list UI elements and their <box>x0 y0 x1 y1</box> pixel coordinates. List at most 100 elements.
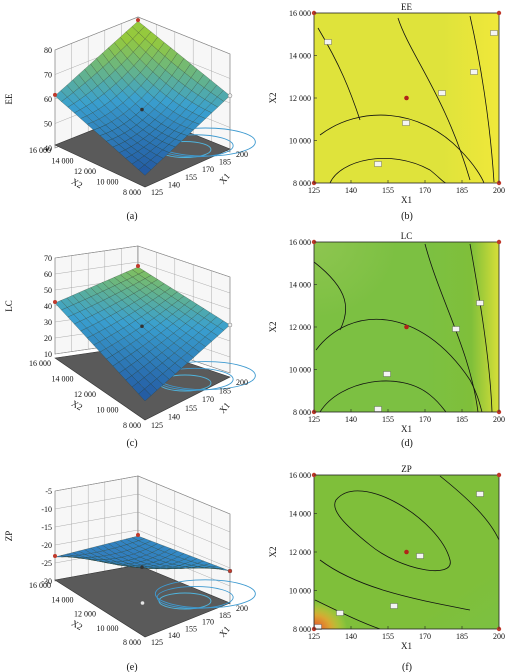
contour-line-b-2 <box>469 15 495 183</box>
contour-line-d-0 <box>314 261 346 331</box>
x-tick-label-c-0: 125 <box>151 421 163 430</box>
y-tick-label-b-0: 8 000 <box>293 179 311 188</box>
corner-marker-a-3 <box>227 93 233 98</box>
contour-label-d-0 <box>452 326 460 332</box>
floor-contour-e-3 <box>154 579 256 609</box>
z-grid-c-1 <box>54 261 231 294</box>
corner-marker-e-1 <box>53 554 57 558</box>
floor-e <box>54 564 231 638</box>
surface-panel-c: 70 60 50 40 30 20 10 125 140 155 170 185 200 8 000 10 … <box>4 245 256 430</box>
z-axis-label-a: EE <box>4 93 14 104</box>
x-tick-label-f-3: 170 <box>419 632 431 641</box>
panel-label-a: (a) <box>126 211 137 222</box>
x-tick-label-e-4: 185 <box>219 611 231 620</box>
contour-label-b-2 <box>438 90 446 96</box>
contour-label-f-1 <box>416 553 424 559</box>
panel-label-b: (b) <box>401 211 413 222</box>
corner-marker-c-2 <box>136 264 140 268</box>
y-tick-label-b-3: 14 000 <box>289 52 311 61</box>
y-axis-label-e: X2 <box>70 618 85 632</box>
contour-line-d-3 <box>315 319 483 412</box>
contour-label-b-4 <box>402 120 410 126</box>
z-tick-label-a-4: 40 <box>44 144 52 153</box>
x-tick-label-a-3: 170 <box>202 165 214 174</box>
x-axis-label-b: X1 <box>401 195 412 205</box>
y-tick-label-e-1: 10 000 <box>97 624 119 633</box>
y-tick-label-e-2: 12 000 <box>74 610 96 619</box>
y-tick-label-c-1: 10 000 <box>97 406 119 415</box>
x-tick-label-d-5: 200 <box>493 415 505 424</box>
contour-line-d-4 <box>319 380 447 412</box>
contour-line-b-1 <box>397 17 471 181</box>
x-tick-label-f-0: 125 <box>308 632 320 641</box>
y-tick-label-c-2: 12 000 <box>74 390 96 399</box>
contour-line-f-2 <box>314 599 381 629</box>
contour-panel-b: 125 140 155 170 185 200 8 000 10 000 12 000 14 00… <box>268 2 505 205</box>
x-tick-label-b-5: 200 <box>493 186 505 195</box>
z-tick-label-c-6: 10 <box>44 350 52 359</box>
z-tick-label-a-0: 80 <box>44 46 52 55</box>
x-tick-label-e-5: 200 <box>236 604 248 613</box>
y-tick-label-a-2: 12 000 <box>74 167 96 176</box>
x-tick-label-d-4: 185 <box>456 415 468 424</box>
x-axis-label-d: X1 <box>401 424 412 434</box>
center-point-d <box>404 324 409 330</box>
x-axis-label-c: X1 <box>217 400 232 415</box>
corner-marker-e-3 <box>227 568 233 574</box>
contour-line-f-1 <box>319 559 471 611</box>
y-axis-label-d: X2 <box>268 322 278 333</box>
contour-label-b-5 <box>490 30 498 36</box>
z-grid-e-1 <box>54 493 231 533</box>
panel-label-d: (d) <box>401 438 413 449</box>
x-axis-label-f: X1 <box>401 641 412 651</box>
y-tick-label-f-1: 10 000 <box>289 587 311 596</box>
y-tick-label-d-1: 10 000 <box>289 366 311 375</box>
x-tick-label-a-4: 185 <box>219 158 231 167</box>
contour-line-f-3 <box>439 475 499 541</box>
contour-label-f-3 <box>336 610 344 616</box>
y-tick-label-d-3: 14 000 <box>289 281 311 290</box>
corner-marker-b-tr <box>496 10 502 16</box>
z-tick-label-c-4: 30 <box>44 318 52 327</box>
x-tick-label-b-2: 155 <box>382 186 394 195</box>
z-grid-e-3 <box>54 529 231 569</box>
y-tick-label-f-2: 12 000 <box>289 548 311 557</box>
y-tick-label-a-1: 10 000 <box>97 178 119 187</box>
z-grid-e-0 <box>54 475 231 515</box>
z-tick-label-e-5: -30 <box>41 577 52 586</box>
y-axis-label-f: X2 <box>268 547 278 558</box>
corner-marker-c-3 <box>227 322 233 328</box>
contour-label-f-2 <box>390 603 398 609</box>
y-axis-label-a: X2 <box>70 176 85 190</box>
y-tick-label-b-2: 12 000 <box>289 94 311 103</box>
chart-title-b: EE <box>401 2 412 12</box>
surface-panel-e: -5 -10 -15 -20 -25 -30 125 140 155 170 185 200 8 000… <box>4 475 256 647</box>
contour-line-b-3 <box>319 114 485 183</box>
x-axis-label-a: X1 <box>217 171 232 186</box>
contour-line-d-2 <box>469 243 493 412</box>
y-tick-label-d-0: 8 000 <box>293 408 311 417</box>
contour-label-d-3 <box>374 406 382 412</box>
z-tick-label-e-3: -20 <box>41 541 52 550</box>
y-tick-label-a-0: 8 000 <box>123 188 141 197</box>
contour-panels: 125 140 155 170 185 200 8 000 10 000 12 000 14 00… <box>268 2 505 651</box>
y-tick-label-f-4: 16 000 <box>289 471 311 480</box>
panel-label-e: (e) <box>126 662 137 672</box>
x-tick-label-a-0: 125 <box>151 188 163 197</box>
x-tick-label-c-1: 140 <box>168 412 180 421</box>
x-axis-label-e: X1 <box>217 624 232 639</box>
x-tick-label-b-1: 140 <box>345 186 357 195</box>
contour-label-b-3 <box>374 161 382 167</box>
x-tick-label-c-4: 185 <box>219 387 231 396</box>
x-tick-label-d-0: 125 <box>308 415 320 424</box>
x-tick-label-a-2: 155 <box>185 173 197 182</box>
contour-label-f-0 <box>476 491 484 497</box>
z-tick-label-e-0: -5 <box>45 487 52 496</box>
corner-marker-e-2 <box>136 533 140 537</box>
x-tick-label-c-2: 155 <box>185 404 197 413</box>
contour-line-f-0 <box>334 490 451 572</box>
contour-line-d-1 <box>424 243 479 412</box>
z-tick-label-e-1: -10 <box>41 505 52 514</box>
chart-title-d: LC <box>401 231 413 241</box>
